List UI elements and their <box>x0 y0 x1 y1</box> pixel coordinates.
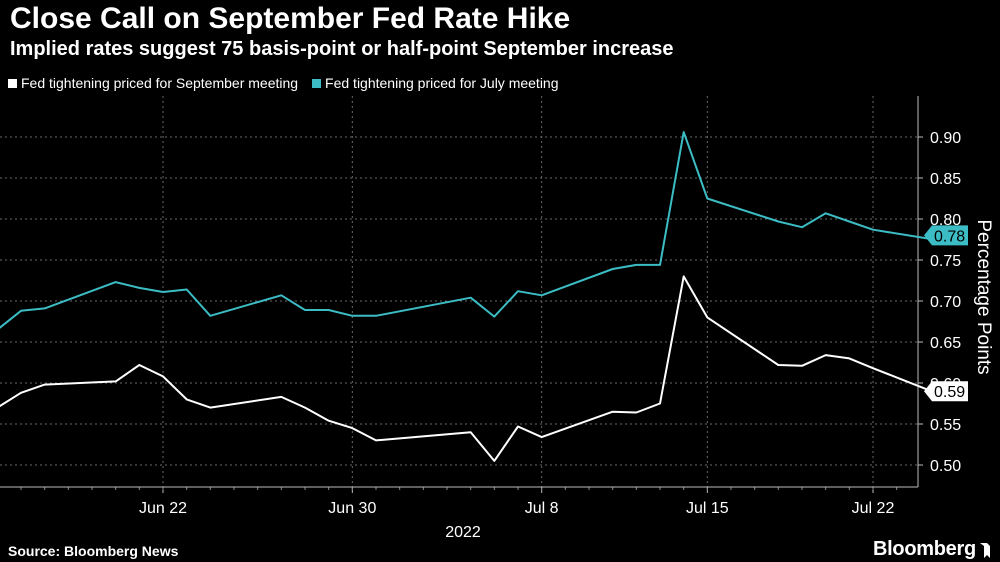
x-tick-label: Jul 15 <box>686 500 729 517</box>
x-tick-label: Jul 8 <box>525 500 559 517</box>
bloomberg-mark-icon <box>980 543 990 558</box>
series-line-july <box>0 131 945 329</box>
legend-swatch-september <box>8 78 17 88</box>
y-tick-label: 0.55 <box>930 417 961 434</box>
bloomberg-logo: Bloomberg <box>873 538 976 560</box>
chart-subtitle: Implied rates suggest 75 basis-point or … <box>10 38 674 60</box>
y-tick-label: 0.50 <box>930 458 961 475</box>
grid-lines <box>0 96 918 487</box>
y-tick-label: 0.80 <box>930 212 961 229</box>
last-value-tag-july: 0.78 <box>924 225 968 246</box>
last-value-tag-shape <box>924 225 968 246</box>
series-line-september <box>0 275 945 462</box>
axes <box>0 96 923 493</box>
legend-item-july: Fed tightening priced for July meeting <box>312 75 559 91</box>
source-note: Source: Bloomberg News <box>8 543 179 559</box>
x-tick-label: Jun 22 <box>139 500 187 517</box>
last-value-tag-september: 0.59 <box>924 381 968 402</box>
y-axis-title: Percentage Points <box>973 219 994 374</box>
last-value-label: 0.78 <box>934 228 965 245</box>
chart-title: Close Call on September Fed Rate Hike <box>10 2 571 35</box>
last-value-label: 0.59 <box>934 384 965 401</box>
x-tick-label: Jul 22 <box>852 500 895 517</box>
legend-swatch-july <box>312 78 322 88</box>
y-tick-label: 0.70 <box>930 294 961 311</box>
legend-label-july: Fed tightening priced for July meeting <box>325 75 559 91</box>
y-tick-label: 0.75 <box>930 253 961 270</box>
x-axis-year-label: 2022 <box>445 524 481 541</box>
y-tick-label: 0.90 <box>930 130 961 147</box>
y-tick-label: 0.85 <box>930 171 961 188</box>
y-tick-label: 0.65 <box>930 335 961 352</box>
x-tick-label: Jun 30 <box>328 500 376 517</box>
data-series <box>0 131 945 462</box>
legend-label-september: Fed tightening priced for September meet… <box>21 75 299 91</box>
chart-legend: Fed tightening priced for September meet… <box>8 75 567 91</box>
legend-item-september: Fed tightening priced for September meet… <box>8 75 298 91</box>
axis-labels: 0.500.550.600.650.700.750.800.850.90Jun … <box>139 130 994 541</box>
last-value-tag-shape <box>924 381 968 402</box>
